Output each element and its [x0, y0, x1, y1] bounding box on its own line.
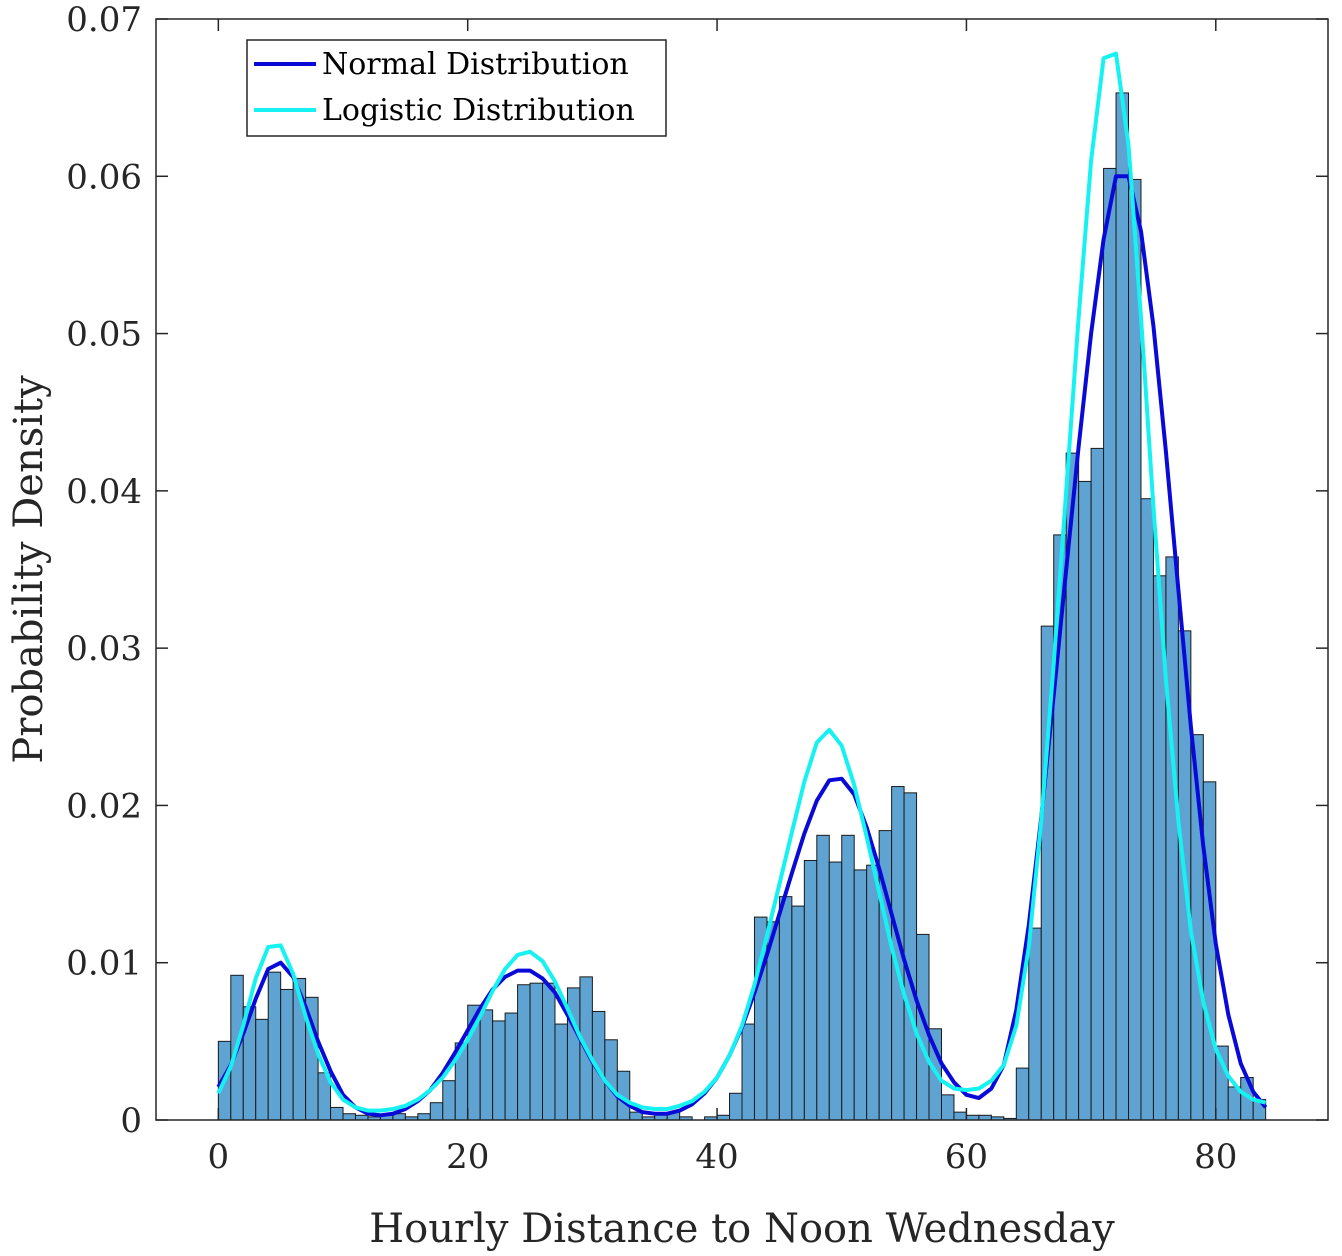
legend-label-logistic-distribution: Logistic Distribution [322, 93, 635, 128]
histogram-bar [342, 1113, 356, 1121]
histogram-bar [853, 869, 868, 1121]
histogram-bar [479, 1009, 494, 1121]
histogram-bar [417, 1113, 431, 1121]
histogram-bar [1115, 92, 1130, 1121]
histogram-bar [429, 1102, 444, 1121]
histogram-bar [866, 864, 880, 1121]
legend-box [246, 39, 667, 137]
y-tick-label: 0.01 [66, 944, 142, 984]
y-tick-label: 0.03 [66, 629, 142, 669]
x-tick-label: 60 [945, 1137, 988, 1177]
histogram-bar [729, 1092, 743, 1121]
x-tick-label: 40 [695, 1137, 738, 1177]
legend: Normal Distribution Logistic Distributio… [246, 39, 667, 137]
histogram-bar [1165, 556, 1179, 1121]
y-tick-label: 0 [120, 1101, 142, 1141]
logistic-distribution-curve [216, 51, 1267, 1113]
histogram-bar [1015, 1067, 1030, 1121]
histogram-bar [1202, 781, 1217, 1121]
x-axis-title: Hourly Distance to Noon Wednesday [369, 1206, 1115, 1252]
plot-axes [155, 18, 1329, 1121]
histogram-bar [442, 1080, 456, 1121]
histogram-bar [554, 1023, 568, 1121]
histogram-bar [1128, 178, 1142, 1121]
histogram-bar [828, 861, 843, 1121]
y-tick-label: 0.04 [66, 472, 142, 512]
histogram-bar [803, 859, 818, 1121]
histogram-bar [492, 1020, 506, 1121]
histogram-bar [1103, 167, 1117, 1121]
histogram-bar [940, 1094, 955, 1121]
x-tick-label: 0 [208, 1137, 230, 1177]
histogram-bar [517, 984, 531, 1121]
y-tick-label: 0.07 [66, 0, 142, 40]
histogram-bar [791, 905, 805, 1121]
y-tick-label: 0.06 [66, 157, 142, 197]
histogram-bar [816, 834, 830, 1121]
plot-area-frame [155, 18, 1329, 1121]
histogram-bar [280, 988, 294, 1121]
histogram-bar [542, 982, 556, 1121]
fitted-curves [216, 51, 1268, 1118]
histogram-bar [1078, 480, 1092, 1121]
histogram-bar [1090, 447, 1105, 1121]
histogram-bar [1140, 498, 1154, 1121]
x-tick-label: 80 [1194, 1137, 1237, 1177]
x-tick-label: 20 [446, 1137, 489, 1177]
histogram-bar [255, 1018, 269, 1121]
y-tick-label: 0.05 [66, 315, 142, 355]
axis-ticks: 0 20 40 60 80 0 0.01 0.02 0.03 0.04 0.05 0.06 0.07 [66, 0, 1328, 1177]
histogram-bar [778, 896, 793, 1121]
histogram-bar [903, 792, 918, 1121]
histogram-bar [267, 971, 282, 1121]
histogram-bar [741, 1023, 755, 1121]
y-axis-title: Probability Density [6, 375, 52, 764]
histogram-bar [529, 982, 544, 1121]
histogram-bar [953, 1111, 967, 1121]
histogram-bar [841, 834, 855, 1121]
y-tick-label: 0.02 [66, 786, 142, 826]
histogram-bar [1028, 927, 1042, 1121]
histogram-bar [504, 1012, 519, 1121]
legend-label-normal-distribution: Normal Distribution [322, 47, 629, 82]
histogram-bar [330, 1106, 344, 1121]
